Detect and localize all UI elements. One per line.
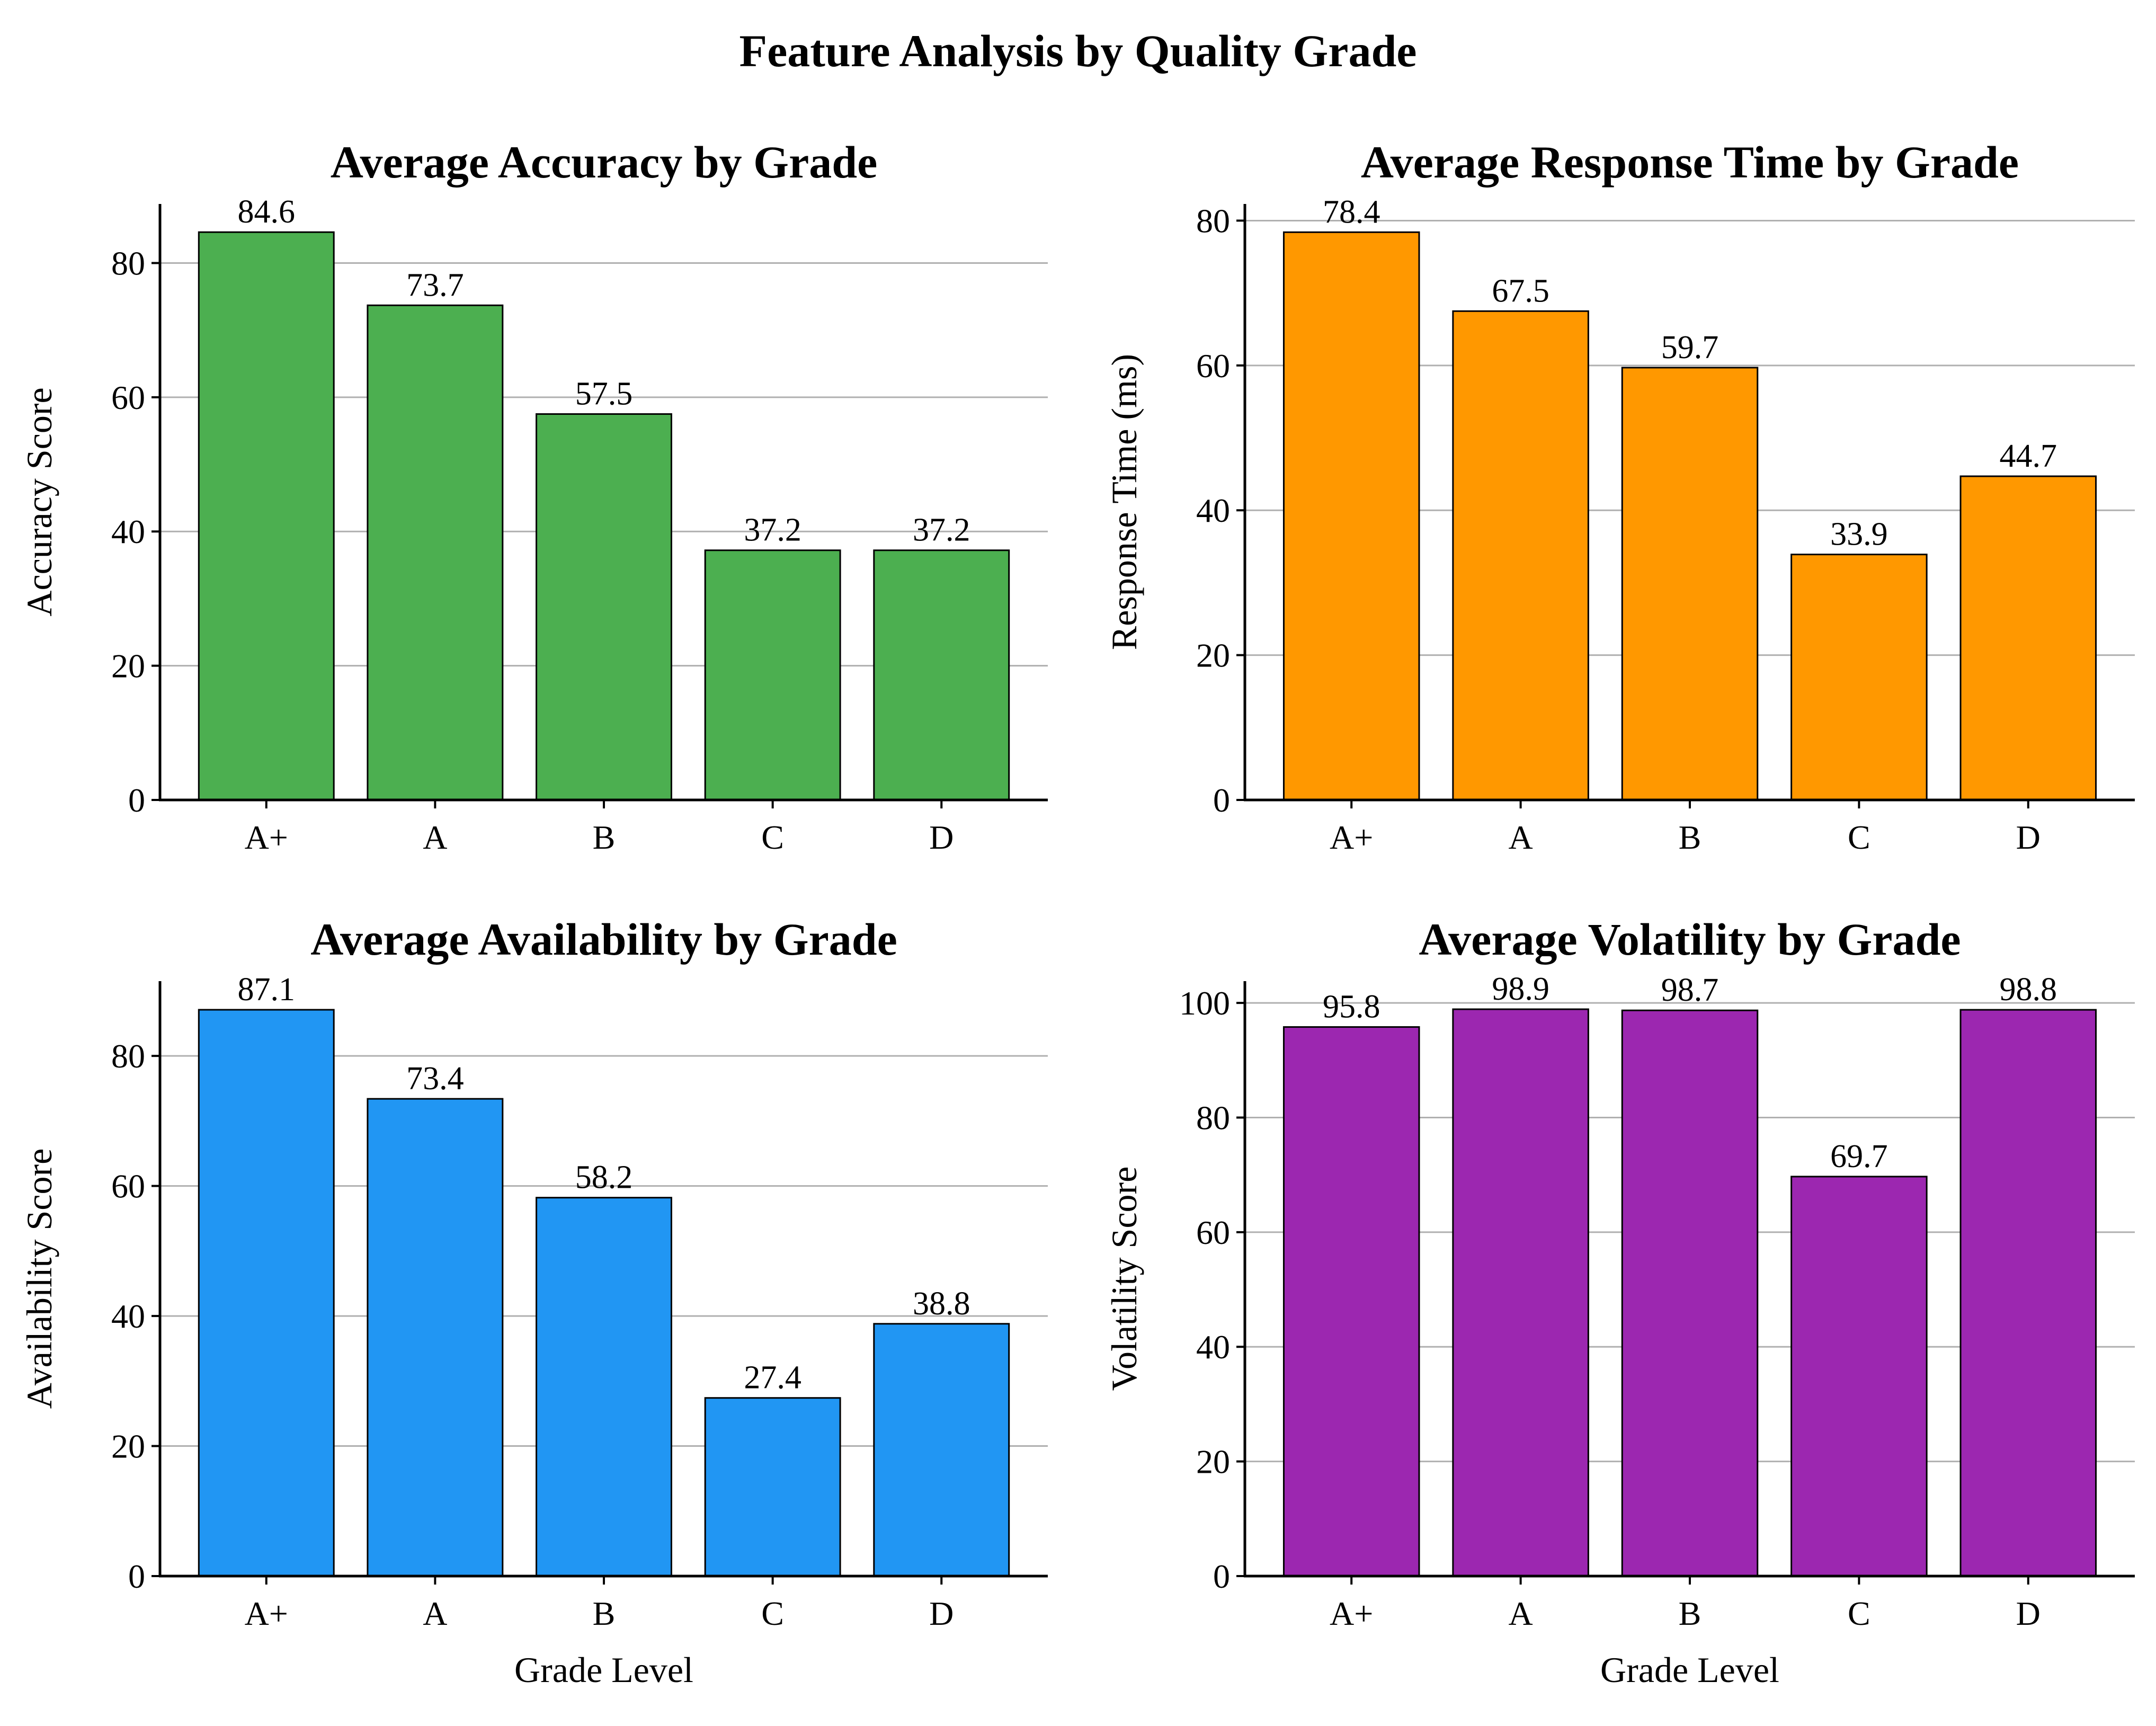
x-tick-label: D bbox=[929, 1595, 954, 1632]
x-tick-label: A bbox=[1508, 1595, 1533, 1632]
bar-value-label: 44.7 bbox=[2000, 438, 2057, 474]
bar-D bbox=[1959, 1009, 2097, 1577]
subplot-1: Average Accuracy by Grade 0 20 40 60 80 84.6 A+… bbox=[19, 137, 1048, 856]
x-tick-label: A+ bbox=[1330, 1595, 1373, 1632]
x-tick-label: D bbox=[2016, 1595, 2041, 1632]
figure-title: Feature Analysis by Quality Grade bbox=[740, 25, 1417, 76]
bar-B bbox=[536, 1197, 672, 1577]
x-tick-label: D bbox=[2016, 818, 2041, 856]
x-axis-label: Grade Level bbox=[1600, 1650, 1779, 1690]
y-tick-label: 80 bbox=[111, 1037, 145, 1075]
bar-C bbox=[704, 549, 841, 801]
bar-value-label: 38.8 bbox=[913, 1286, 970, 1322]
bar-A bbox=[367, 1098, 504, 1577]
bar-value-label: 87.1 bbox=[237, 972, 295, 1008]
bar-value-label: 37.2 bbox=[913, 512, 970, 548]
y-tick-label: 20 bbox=[1196, 637, 1230, 674]
bar-value-label: 95.8 bbox=[1323, 989, 1380, 1025]
bar-value-label: 73.7 bbox=[406, 267, 464, 303]
subplot-2: Average Response Time by Grade 0 20 40 60 80 7… bbox=[1104, 137, 2135, 856]
bar-D bbox=[873, 1323, 1010, 1577]
y-tick-label: 60 bbox=[111, 379, 145, 416]
bar-value-label: 57.5 bbox=[575, 376, 633, 412]
y-axis-label: Response Time (ms) bbox=[1104, 354, 1144, 650]
subplots: Average Accuracy by Grade 0 20 40 60 80 84.6 A+… bbox=[19, 137, 2135, 1690]
bar-B bbox=[1621, 367, 1759, 801]
subplot-title: Average Volatility by Grade bbox=[1419, 914, 1961, 965]
y-tick-label: 40 bbox=[1196, 492, 1230, 529]
x-tick-label: A+ bbox=[245, 818, 288, 856]
bar-A bbox=[1452, 310, 1589, 801]
bar-A+ bbox=[198, 1009, 335, 1577]
x-tick-label: D bbox=[929, 818, 954, 856]
y-tick-label: 60 bbox=[1196, 347, 1230, 385]
subplot-title: Average Accuracy by Grade bbox=[331, 137, 878, 188]
subplot-4: Average Volatility by Grade 0 20 40 60 80 100 9… bbox=[1104, 914, 2135, 1690]
y-tick-label: 20 bbox=[1196, 1443, 1230, 1481]
bar-value-label: 27.4 bbox=[744, 1360, 801, 1396]
y-tick-label: 20 bbox=[111, 647, 145, 685]
y-tick-label: 80 bbox=[1196, 202, 1230, 239]
bar-C bbox=[1790, 554, 1928, 801]
bar-value-label: 37.2 bbox=[744, 512, 801, 548]
bar-A+ bbox=[198, 231, 335, 801]
bar-value-label: 58.2 bbox=[575, 1160, 633, 1196]
y-axis-label: Availability Score bbox=[19, 1149, 59, 1409]
y-axis-label: Accuracy Score bbox=[19, 387, 59, 616]
y-tick-label: 20 bbox=[111, 1428, 145, 1465]
bar-B bbox=[536, 413, 672, 801]
bar-D bbox=[873, 549, 1010, 801]
y-axis-label: Volatility Score bbox=[1104, 1167, 1144, 1391]
subplot-title: Average Availability by Grade bbox=[310, 914, 897, 965]
y-tick-label: 60 bbox=[111, 1168, 145, 1205]
bar-A+ bbox=[1282, 1026, 1420, 1577]
bar-value-label: 59.7 bbox=[1661, 330, 1719, 366]
x-tick-label: B bbox=[593, 1595, 616, 1632]
x-tick-label: A bbox=[423, 1595, 447, 1632]
y-tick-label: 60 bbox=[1196, 1214, 1230, 1251]
subplot-title: Average Response Time by Grade bbox=[1361, 137, 2019, 188]
bar-C bbox=[1790, 1176, 1928, 1577]
x-tick-label: C bbox=[761, 1595, 784, 1632]
y-tick-label: 0 bbox=[128, 1558, 145, 1595]
bar-A bbox=[367, 304, 504, 801]
x-tick-label: B bbox=[593, 818, 616, 856]
y-tick-label: 100 bbox=[1179, 984, 1230, 1022]
y-tick-label: 80 bbox=[111, 244, 145, 282]
x-tick-label: A+ bbox=[1330, 818, 1373, 856]
x-tick-label: A+ bbox=[245, 1595, 288, 1632]
bar-D bbox=[1959, 475, 2097, 801]
bar-value-label: 98.9 bbox=[1492, 971, 1549, 1007]
x-tick-label: C bbox=[761, 818, 784, 856]
y-tick-label: 0 bbox=[1213, 1558, 1230, 1595]
x-tick-label: C bbox=[1848, 818, 1870, 856]
subplot-3: Average Availability by Grade 0 20 40 60 80 87… bbox=[19, 914, 1048, 1690]
x-tick-label: C bbox=[1848, 1595, 1870, 1632]
bar-value-label: 67.5 bbox=[1492, 273, 1549, 309]
bar-value-label: 84.6 bbox=[237, 194, 295, 230]
bar-value-label: 33.9 bbox=[1830, 517, 1888, 553]
bar-value-label: 73.4 bbox=[406, 1061, 464, 1097]
bar-A bbox=[1452, 1008, 1589, 1577]
x-tick-label: B bbox=[1679, 1595, 1701, 1632]
x-axis-label: Grade Level bbox=[514, 1650, 693, 1690]
x-tick-label: A bbox=[423, 818, 447, 856]
x-tick-label: B bbox=[1679, 818, 1701, 856]
y-tick-label: 80 bbox=[1196, 1099, 1230, 1136]
y-tick-label: 0 bbox=[128, 781, 145, 819]
x-tick-label: A bbox=[1508, 818, 1533, 856]
bar-value-label: 69.7 bbox=[1830, 1138, 1888, 1175]
bar-value-label: 78.4 bbox=[1323, 194, 1380, 230]
bar-B bbox=[1621, 1009, 1759, 1577]
y-tick-label: 40 bbox=[111, 513, 145, 550]
bar-value-label: 98.7 bbox=[1661, 972, 1719, 1008]
bar-A+ bbox=[1282, 231, 1420, 801]
y-tick-label: 40 bbox=[1196, 1328, 1230, 1366]
y-tick-label: 0 bbox=[1213, 781, 1230, 819]
bar-C bbox=[704, 1397, 841, 1577]
y-tick-label: 40 bbox=[111, 1297, 145, 1335]
bar-value-label: 98.8 bbox=[2000, 972, 2057, 1008]
